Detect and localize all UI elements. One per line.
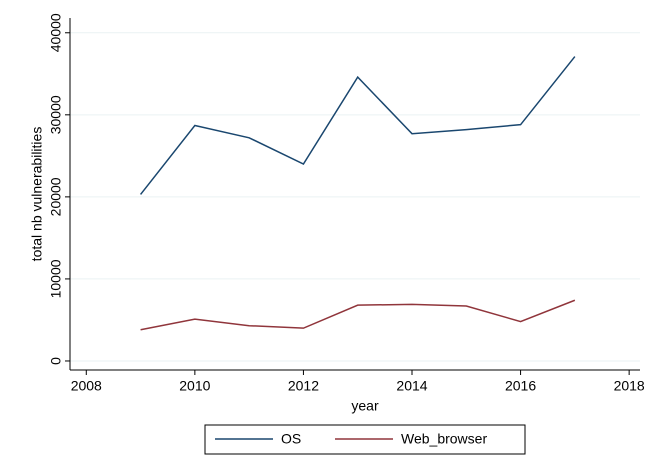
x-tick-label: 2010	[179, 378, 210, 394]
x-tick-label: 2018	[614, 378, 645, 394]
line-series	[140, 299, 576, 331]
x-tick-label: 2008	[71, 378, 102, 394]
x-tick-label: 2012	[288, 378, 319, 394]
y-tick-label: 30000	[48, 95, 64, 134]
x-tick-label: 2016	[505, 378, 536, 394]
y-tick-label: 10000	[48, 259, 64, 298]
x-axis-title: year	[351, 398, 379, 414]
legend-label: OS	[281, 431, 301, 447]
y-tick-label: 0	[48, 357, 64, 365]
y-tick-label: 20000	[48, 177, 64, 216]
line-series	[139, 56, 576, 195]
y-axis-title: total nb vulnerabilities	[29, 127, 45, 262]
x-tick-label: 2014	[396, 378, 427, 394]
y-tick-label: 40000	[48, 13, 64, 52]
legend-label: Web_browser	[401, 431, 487, 447]
